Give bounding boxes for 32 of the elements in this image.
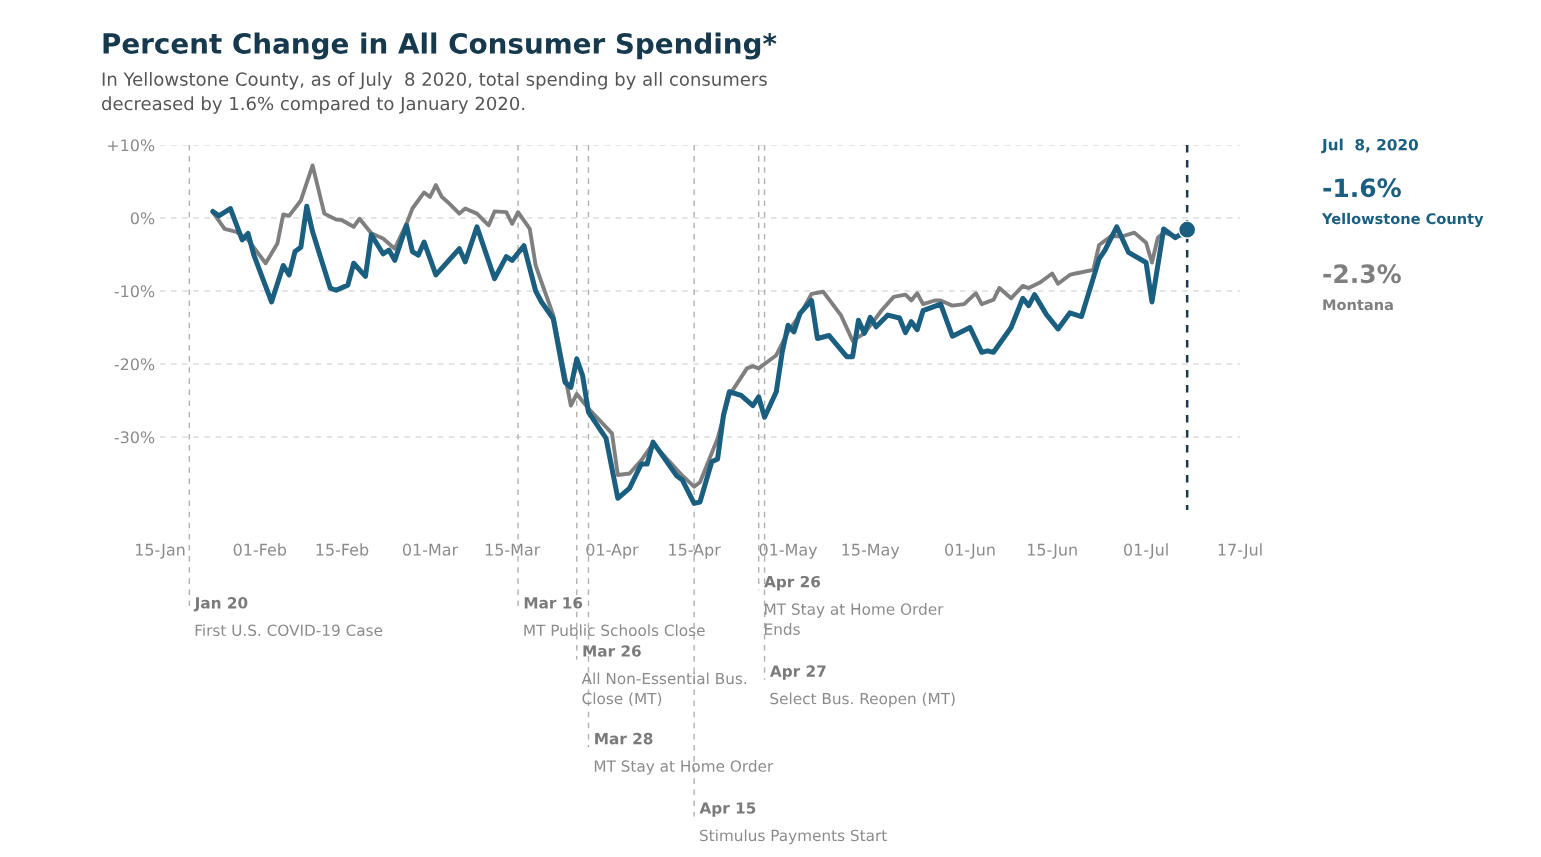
x-tick-label: 15-Jun: [1027, 543, 1077, 559]
x-tick-label: 01-Jun: [945, 543, 995, 559]
chart-subtitle: In Yellowstone County, as of July 8 2020, total spending by all consumers decreased by 1.6% compared to January 2020.: [102, 72, 767, 114]
x-tick-label: 01-Jul: [1124, 543, 1168, 559]
y-tick-label: -10%: [114, 285, 155, 298]
ref-line-label: Mar 16 MT Public Schools Close: [524, 597, 705, 637]
x-tick-label: 17-Jul: [1218, 543, 1262, 559]
ref-line-label: Apr 15 Stimulus Payments Start: [699, 802, 887, 845]
ref-line-label: Mar 26 All Non-Essential Bus. Close (MT): [581, 645, 747, 707]
x-tick-label: 15-Apr: [669, 543, 721, 559]
text: -2.3%: [1323, 264, 1401, 284]
text: Yellowstone County: [1321, 212, 1484, 228]
y-tick-label: +10%: [107, 139, 155, 152]
x-tick-label: 01-Feb: [233, 543, 287, 556]
x-tick-label: 15-May: [842, 543, 900, 559]
ref-line-label: Jan 20 First U.S. COVID-19 Case: [193, 597, 383, 637]
x-tick-label: 15-Mar: [485, 543, 541, 556]
ref-line-label: Apr 27 Select Bus. Reopen (MT): [769, 665, 955, 708]
x-tick-label: 01-May: [759, 543, 818, 559]
y-tick-label: 0%: [130, 212, 155, 225]
text: -1.6%: [1323, 178, 1401, 198]
x-tick-label: 01-Apr: [586, 543, 639, 559]
chart-title: Percent Change in All Consumer Spending*: [103, 32, 777, 60]
y-tick-label: -30%: [114, 431, 155, 444]
ref-line-label: Mar 28 MT Stay at Home Order: [594, 732, 774, 775]
x-tick-label: 15-Feb: [316, 543, 369, 556]
x-tick-label: 15-Jan: [135, 543, 185, 559]
text: Jul 8, 2020: [1321, 138, 1418, 154]
x-tick-label: 01-Mar: [402, 543, 459, 556]
text: Montana: [1323, 299, 1393, 311]
ref-line-label: Apr 26 MT Stay at Home Order Ends: [764, 575, 944, 635]
y-tick-label: -20%: [114, 358, 155, 371]
